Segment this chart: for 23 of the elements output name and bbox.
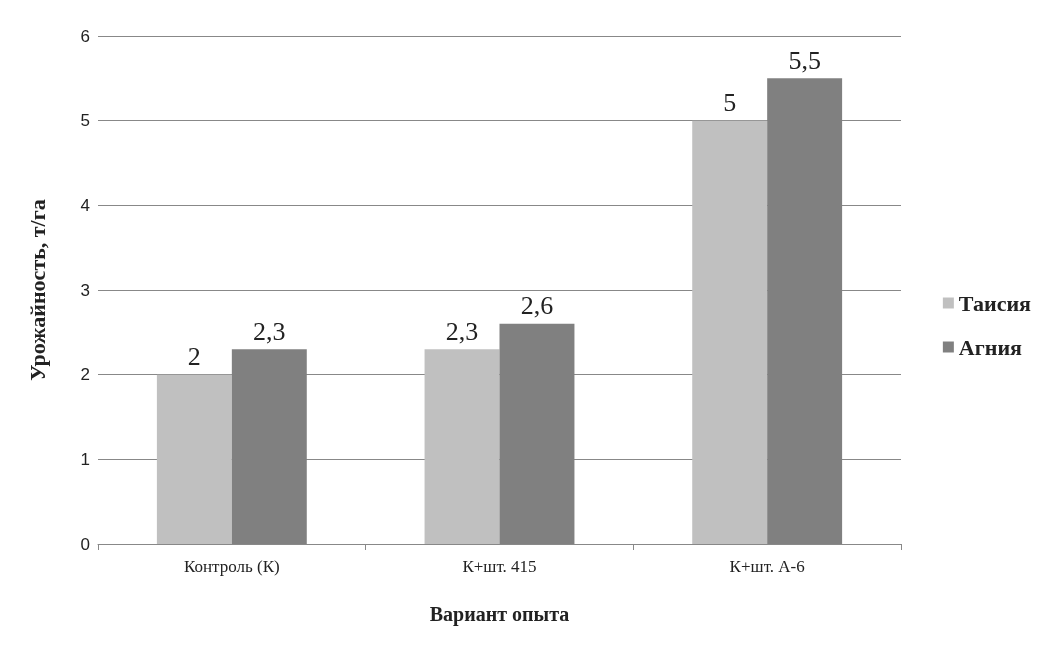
data-label: 2	[187, 342, 201, 372]
y-tick-label: 6	[80, 26, 90, 46]
bar	[692, 120, 768, 544]
legend-label: Агния	[958, 334, 1023, 360]
y-tick-label: 2	[80, 365, 90, 385]
y-tick-label: 5	[80, 111, 90, 131]
y-axis-title: Урожайность, т/га	[24, 199, 50, 381]
bar	[424, 349, 500, 544]
x-axis-title: Вариант опыта	[429, 603, 570, 626]
y-tick-label: 3	[80, 280, 90, 300]
y-tick-label: 0	[80, 534, 90, 554]
legend-label: Таисия	[958, 290, 1032, 316]
data-label: 5,5	[788, 45, 821, 75]
y-tick-label: 1	[80, 449, 90, 469]
x-tick-label: К+шт. 415	[462, 557, 537, 576]
x-tick-label: Контроль (К)	[184, 557, 280, 576]
bar	[156, 374, 232, 544]
data-label: 2,6	[520, 291, 554, 321]
data-label: 2,3	[445, 316, 479, 346]
data-label: 5	[723, 88, 737, 118]
data-label: 2,3	[253, 316, 286, 346]
x-tick-label: К+шт. А-6	[729, 557, 805, 576]
y-tick-label: 4	[80, 195, 90, 215]
